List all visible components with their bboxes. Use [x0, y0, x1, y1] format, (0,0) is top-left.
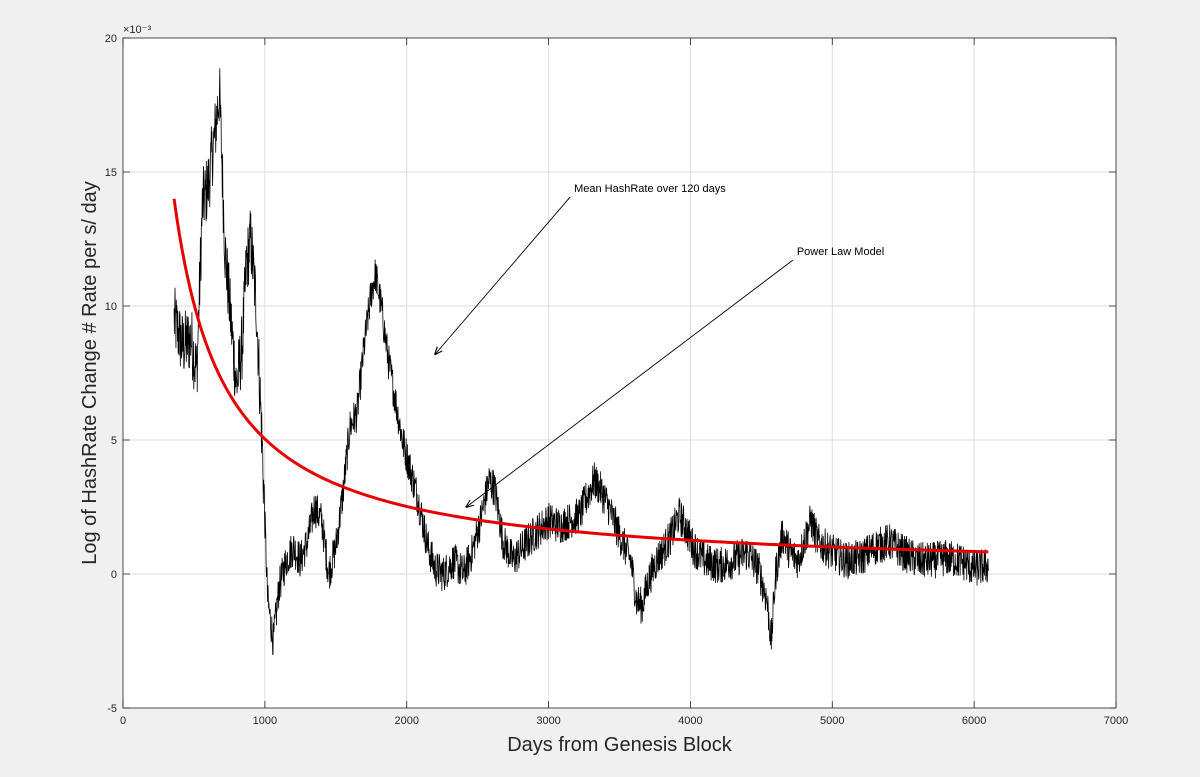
annotation-text: Power Law Model — [797, 246, 884, 258]
x-tick-label: 4000 — [678, 715, 702, 727]
annotation-arrow — [435, 196, 571, 354]
plot-area — [123, 38, 1116, 708]
x-tick-label: 3000 — [536, 715, 560, 727]
y-tick-label: 20 — [105, 33, 117, 45]
x-tick-label: 7000 — [1104, 715, 1128, 727]
x-tick-label: 2000 — [394, 715, 418, 727]
annotations: Mean HashRate over 120 days Power Law Mod… — [435, 183, 884, 507]
power-law-model-line — [172, 198, 989, 554]
plot-frame — [122, 37, 1117, 709]
y-tick-label: 0 — [111, 569, 117, 581]
annotation-text: Mean HashRate over 120 days — [574, 183, 726, 195]
y-tick-label: 5 — [111, 435, 117, 447]
x-tick-label: 6000 — [962, 715, 986, 727]
hashrate-series-line — [173, 68, 989, 656]
x-tick-label: 0 — [120, 715, 126, 727]
y-exponent-label: ×10⁻³ — [123, 24, 151, 36]
series-layer — [172, 68, 989, 656]
annotation-arrow — [466, 259, 794, 507]
y-tick-label: 15 — [105, 167, 117, 179]
tick-marks — [122, 37, 1117, 709]
x-tick-label: 5000 — [820, 715, 844, 727]
x-axis-label: Days from Genesis Block — [507, 734, 733, 756]
y-tick-label: 10 — [105, 301, 117, 313]
y-tick-label: -5 — [107, 703, 117, 715]
x-tick-label: 1000 — [253, 715, 277, 727]
y-axis-label: Log of HashRate Change # Rate per s/ day — [79, 181, 101, 565]
